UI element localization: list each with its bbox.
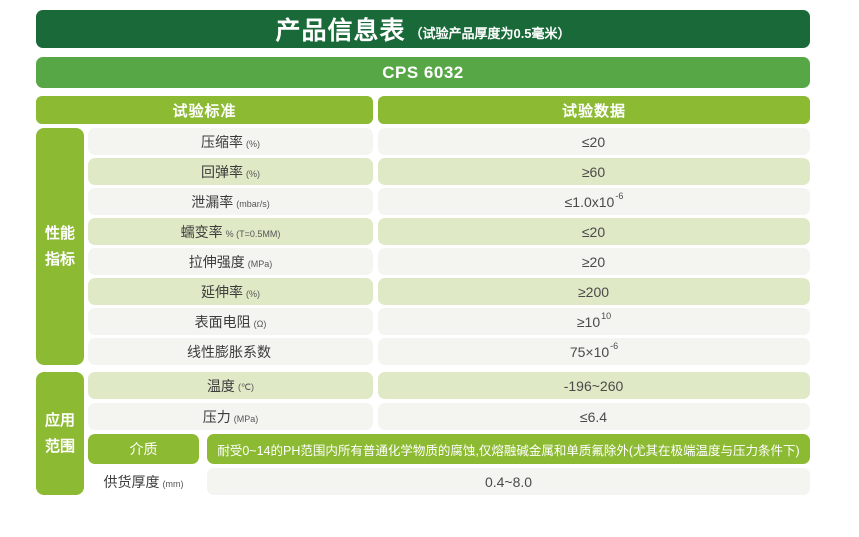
row-unit: (mbar/s) bbox=[236, 198, 270, 209]
row-label-cell: 线性膨胀系数 bbox=[88, 338, 373, 365]
row-value: ≥10 bbox=[576, 313, 601, 330]
column-header-row: 试验标准 试验数据 bbox=[36, 96, 810, 124]
row-unit: (mm) bbox=[162, 478, 184, 489]
row-unit: (Ω) bbox=[253, 318, 267, 329]
row-label: 延伸率 bbox=[201, 283, 243, 300]
row-value-cell: ≤20 bbox=[378, 218, 810, 245]
section-label-line: 指标 bbox=[44, 250, 75, 268]
row-value-cell: ≥10 10 bbox=[378, 308, 810, 335]
table-row-medium: 介质 耐受0~14的PH范围内所有普通化学物质的腐蚀,仅熔融碱金属和单质氟除外(… bbox=[88, 434, 810, 464]
row-unit: (℃) bbox=[237, 382, 255, 392]
page-title: 产品信息表 bbox=[275, 17, 406, 45]
row-value: ≤6.4 bbox=[579, 408, 608, 425]
table-row: 延伸率 (%) ≥200 bbox=[88, 278, 810, 305]
row-label: 介质 bbox=[129, 441, 158, 457]
section-performance: 性能 指标 压缩率 (%) ≤20 回弹率 (%) ≥60 泄漏率 (mbar/s) … bbox=[36, 128, 810, 365]
row-value-cell: ≤20 bbox=[378, 128, 810, 155]
table-row: 回弹率 (%) ≥60 bbox=[88, 158, 810, 185]
row-label: 泄漏率 bbox=[191, 193, 234, 210]
row-label: 压缩率 bbox=[201, 133, 243, 150]
title-banner: 产品信息表 （试验产品厚度为0.5毫米） bbox=[36, 10, 810, 48]
row-value: 耐受0~14的PH范围内所有普通化学物质的腐蚀,仅熔融碱金属和单质氟除外(尤其在… bbox=[217, 443, 800, 458]
row-label-cell: 温度 (℃) bbox=[88, 372, 373, 399]
row-value: ≥20 bbox=[581, 253, 606, 270]
table-row-thickness: 供货厚度 (mm) 0.4~8.0 bbox=[88, 468, 810, 495]
section-label-line: 应用 bbox=[44, 411, 75, 429]
row-value-cell: -196~260 bbox=[378, 372, 810, 399]
row-value-cell: ≤6.4 bbox=[378, 403, 810, 430]
column-header-data: 试验数据 bbox=[378, 96, 810, 124]
row-unit: % (T=0.5MM) bbox=[225, 228, 281, 239]
table-row: 压缩率 (%) ≤20 bbox=[88, 128, 810, 155]
application-rows: 温度 (℃) -196~260 压力 (MPa) ≤6.4 介质 耐受0~14的PH… bbox=[88, 372, 810, 495]
product-banner: CPS 6032 bbox=[36, 57, 810, 88]
table-row: 蠕变率% (T=0.5MM) ≤20 bbox=[88, 218, 810, 245]
row-label-cell: 压力 (MPa) bbox=[88, 403, 373, 430]
row-value-cell: 75×10 -6 bbox=[378, 338, 810, 365]
performance-rows: 压缩率 (%) ≤20 回弹率 (%) ≥60 泄漏率 (mbar/s) ≤1.0x1… bbox=[88, 128, 810, 365]
row-value-superscript: -6 bbox=[610, 340, 619, 351]
sheet-content: 产品信息表 （试验产品厚度为0.5毫米） CPS 6032 试验标准 试验数据 … bbox=[36, 10, 810, 495]
column-header-standard: 试验标准 bbox=[36, 96, 373, 124]
row-value: ≤20 bbox=[581, 223, 606, 240]
row-label: 拉伸强度 bbox=[188, 253, 245, 270]
row-value-cell: 耐受0~14的PH范围内所有普通化学物质的腐蚀,仅熔融碱金属和单质氟除外(尤其在… bbox=[207, 434, 810, 464]
table-row: 表面电阻 (Ω) ≥10 10 bbox=[88, 308, 810, 335]
row-label-cell: 供货厚度 (mm) bbox=[88, 468, 199, 495]
row-value-cell: ≥200 bbox=[378, 278, 810, 305]
row-value: 0.4~8.0 bbox=[484, 473, 533, 490]
row-value: ≥60 bbox=[581, 163, 606, 180]
row-value: ≥200 bbox=[577, 283, 610, 300]
product-name: CPS 6032 bbox=[382, 62, 464, 82]
row-label-cell: 压缩率 (%) bbox=[88, 128, 373, 155]
row-label-cell: 表面电阻 (Ω) bbox=[88, 308, 373, 335]
row-label: 表面电阻 bbox=[194, 313, 251, 330]
row-value: 75×10 bbox=[569, 343, 610, 360]
section-label-application: 应用 范围 bbox=[36, 372, 84, 495]
row-label: 线性膨胀系数 bbox=[187, 343, 271, 360]
section-application: 应用 范围 温度 (℃) -196~260 压力 (MPa) ≤6.4 介质 耐受0… bbox=[36, 372, 810, 495]
row-label-cell: 延伸率 (%) bbox=[88, 278, 373, 305]
row-unit: (%) bbox=[246, 138, 260, 149]
row-unit: (MPa) bbox=[247, 258, 273, 269]
row-label: 蠕变率 bbox=[180, 223, 223, 240]
section-label-line: 范围 bbox=[44, 437, 75, 455]
row-label-cell: 回弹率 (%) bbox=[88, 158, 373, 185]
row-unit: (%) bbox=[246, 168, 260, 179]
row-value: ≤1.0x10 bbox=[564, 193, 615, 210]
table-row: 温度 (℃) -196~260 bbox=[88, 372, 810, 399]
section-label-line: 性能 bbox=[44, 224, 75, 242]
table-row: 线性膨胀系数 75×10 -6 bbox=[88, 338, 810, 365]
page-subtitle: （试验产品厚度为0.5毫米） bbox=[409, 25, 571, 41]
row-label: 回弹率 bbox=[201, 163, 243, 180]
row-label-cell: 介质 bbox=[88, 434, 199, 464]
row-value-cell: ≥60 bbox=[378, 158, 810, 185]
row-label: 供货厚度 bbox=[103, 473, 160, 490]
row-unit: (MPa) bbox=[233, 413, 259, 424]
row-value-cell: ≤1.0x10 -6 bbox=[378, 188, 810, 215]
row-label: 温度 bbox=[206, 377, 235, 394]
row-label-cell: 拉伸强度 (MPa) bbox=[88, 248, 373, 275]
row-label: 压力 bbox=[202, 408, 231, 425]
row-value-superscript: 10 bbox=[601, 310, 612, 321]
table-row: 压力 (MPa) ≤6.4 bbox=[88, 403, 810, 430]
row-value: -196~260 bbox=[563, 377, 624, 394]
row-value-cell: 0.4~8.0 bbox=[207, 468, 810, 495]
row-label-cell: 蠕变率% (T=0.5MM) bbox=[88, 218, 373, 245]
row-value: ≤20 bbox=[581, 133, 606, 150]
row-unit: (%) bbox=[246, 288, 260, 299]
section-label-performance: 性能 指标 bbox=[36, 128, 84, 365]
row-label-cell: 泄漏率 (mbar/s) bbox=[88, 188, 373, 215]
row-value-cell: ≥20 bbox=[378, 248, 810, 275]
table-row: 泄漏率 (mbar/s) ≤1.0x10 -6 bbox=[88, 188, 810, 215]
row-value-superscript: -6 bbox=[615, 190, 624, 201]
table-row: 拉伸强度 (MPa) ≥20 bbox=[88, 248, 810, 275]
